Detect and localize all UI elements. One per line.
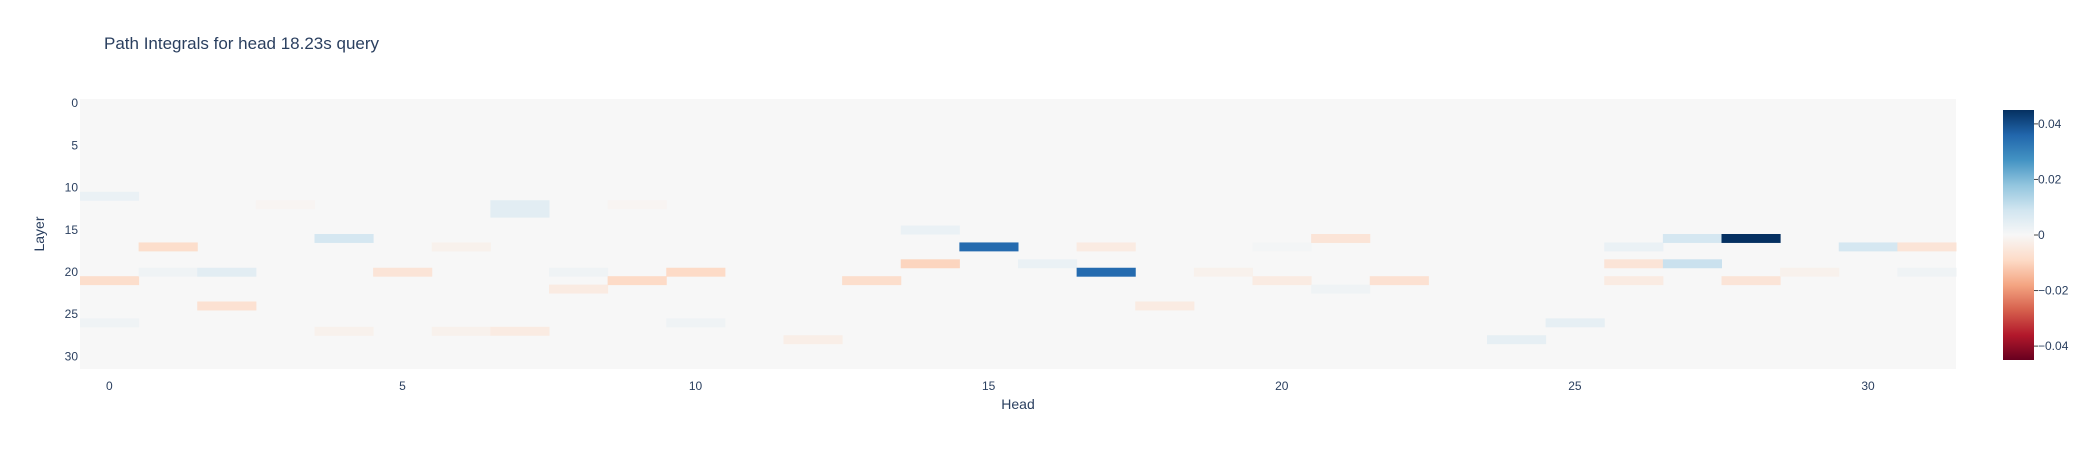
y-tick-label: 0 [71, 96, 78, 110]
colorbar-tick-label: −0.02 [2038, 284, 2069, 298]
heatmap-cell-h21-l16 [1311, 234, 1371, 243]
heatmap-cell-h17-l17 [1076, 242, 1136, 252]
colorbar-tick-label: 0.02 [2038, 172, 2062, 186]
heatmap-cell-h1-l17 [138, 242, 198, 252]
heatmap-cell-h24-l28 [1487, 335, 1547, 345]
y-tick-label: 30 [65, 349, 79, 363]
x-tick-label: 20 [1275, 379, 1289, 393]
heatmap-cell-h27-l16 [1662, 234, 1722, 243]
heatmap-cell-h6-l27 [431, 326, 491, 336]
x-tick-label: 30 [1861, 379, 1875, 393]
plot-background [80, 99, 1956, 369]
x-tick-label: 15 [982, 379, 996, 393]
heatmap-cell-h8-l22 [549, 284, 609, 294]
heatmap-cell-h0-l11 [80, 191, 140, 201]
heatmap-cell-h9-l12 [607, 200, 667, 210]
heatmap-cell-h3-l12 [255, 200, 315, 210]
y-axis-ticks: 0 5 10 15 20 25 30 [65, 96, 79, 363]
heatmap-cell-h29-l20 [1780, 267, 1840, 277]
heatmap-cell-h10-l20 [666, 267, 726, 277]
x-tick-label: 10 [689, 379, 703, 393]
heatmap-cell-h14-l15 [900, 225, 960, 235]
y-tick-label: 20 [65, 265, 79, 279]
colorbar-tick-label: 0 [2038, 228, 2045, 242]
heatmap-cells [80, 191, 1957, 345]
plot-area[interactable] [80, 99, 1957, 369]
heatmap-cell-h31-l17 [1897, 242, 1957, 252]
heatmap-cell-h17-l20 [1076, 267, 1136, 277]
heatmap-cell-h31-l20 [1897, 267, 1957, 277]
heatmap-cell-h18-l24 [1135, 301, 1195, 311]
heatmap-cell-h14-l19 [900, 259, 960, 269]
heatmap-cell-h28-l16 [1721, 234, 1781, 243]
x-axis-title: Head [1001, 396, 1034, 412]
heatmap-cell-h26-l21 [1604, 276, 1664, 286]
heatmap-cell-h6-l17 [431, 242, 491, 252]
heatmap-cell-h2-l20 [197, 267, 257, 277]
heatmap-cell-h19-l20 [1193, 267, 1253, 277]
heatmap-cell-h4-l16 [314, 234, 374, 243]
heatmap-cell-h13-l21 [842, 276, 902, 286]
heatmap-cell-h20-l17 [1252, 242, 1312, 252]
colorbar-gradient [2003, 110, 2034, 360]
heatmap-cell-h26-l19 [1604, 259, 1664, 269]
colorbar: 0.04 0.02 0 −0.02 −0.04 [2003, 110, 2069, 360]
y-tick-label: 15 [65, 223, 79, 237]
heatmap-cell-h7-l27 [490, 326, 550, 336]
heatmap-cell-h30-l17 [1838, 242, 1898, 252]
heatmap-cell-h0-l26 [80, 318, 140, 328]
heatmap-cell-h4-l27 [314, 326, 374, 336]
x-tick-label: 25 [1568, 379, 1582, 393]
heatmap-cell-h1-l20 [138, 267, 198, 277]
heatmap-cell-h9-l21 [607, 276, 667, 286]
heatmap-cell-h20-l21 [1252, 276, 1312, 286]
heatmap-cell-h16-l19 [1018, 259, 1078, 269]
heatmap-cell-h27-l19 [1662, 259, 1722, 269]
colorbar-tick-label: 0.04 [2038, 117, 2062, 131]
y-tick-label: 25 [65, 307, 79, 321]
heatmap-cell-h12-l28 [783, 335, 843, 345]
chart-title: Path Integrals for head 18.23s query [104, 34, 380, 53]
heatmap-cell-h26-l17 [1604, 242, 1664, 252]
heatmap-cell-h28-l21 [1721, 276, 1781, 286]
heatmap-cell-h2-l24 [197, 301, 257, 311]
heatmap-cell-h25-l26 [1545, 318, 1605, 328]
x-tick-label: 0 [106, 379, 113, 393]
heatmap-cell-h7-l13 [490, 208, 550, 218]
heatmap-cell-h15-l17 [959, 242, 1019, 252]
heatmap-cell-h7-l12 [490, 200, 550, 210]
y-tick-label: 5 [71, 138, 78, 152]
heatmap-cell-h8-l20 [549, 267, 609, 277]
heatmap-cell-h10-l26 [666, 318, 726, 328]
heatmap-cell-h21-l22 [1311, 284, 1371, 294]
heatmap-cell-h5-l20 [373, 267, 433, 277]
y-tick-label: 10 [65, 181, 79, 195]
heatmap-cell-h22-l21 [1369, 276, 1429, 286]
x-tick-label: 5 [399, 379, 406, 393]
y-axis-title: Layer [31, 216, 47, 251]
x-axis-ticks: 0 5 10 15 20 25 30 [106, 379, 1875, 393]
colorbar-tick-label: −0.04 [2038, 339, 2069, 353]
heatmap-cell-h0-l21 [80, 276, 140, 286]
colorbar-ticks: 0.04 0.02 0 −0.02 −0.04 [2034, 117, 2069, 353]
